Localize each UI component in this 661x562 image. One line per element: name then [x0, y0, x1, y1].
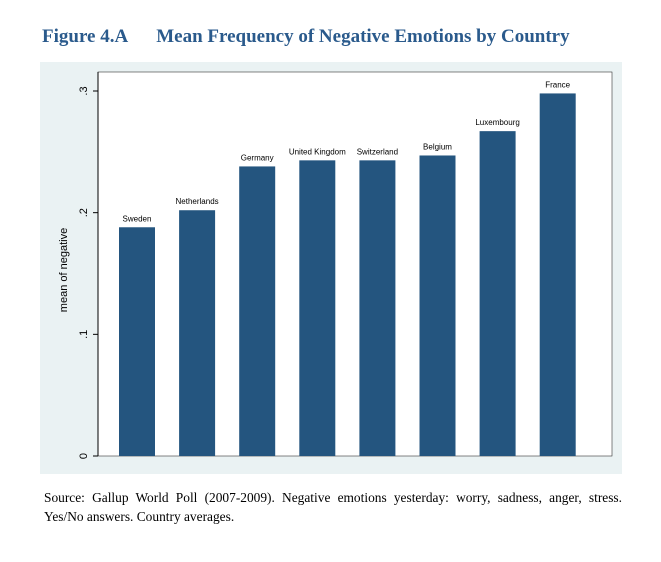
plot-area: [97, 71, 613, 457]
bar-luxembourg: [479, 131, 516, 456]
y-axis-label: mean of negative: [58, 228, 70, 312]
bar-label: Germany: [241, 153, 274, 162]
bar-belgium: [419, 155, 456, 456]
y-tick-label: .3: [78, 86, 90, 95]
bar-label: United Kingdom: [289, 147, 346, 156]
bar-label: Netherlands: [176, 197, 219, 206]
bar-labels: Sweden Netherlands Germany United Kingdom Sw…: [123, 80, 571, 223]
y-tick-label: .2: [78, 208, 90, 217]
bar-switzerland: [359, 160, 396, 456]
source-note: Source: Gallup World Poll (2007-2009). N…: [44, 490, 622, 524]
figure-title: Figure 4.A Mean Frequency of Negative Emo…: [42, 26, 570, 48]
y-ticks: 0 .1 .2 .3: [78, 86, 98, 459]
bar-label: Sweden: [123, 214, 152, 223]
bar-france: [539, 93, 576, 456]
bar-label: Switzerland: [357, 147, 398, 156]
figure-number: Figure 4.A: [42, 26, 129, 47]
bar-germany: [239, 166, 276, 456]
bar-label: France: [545, 80, 570, 89]
bar-united-kingdom: [299, 160, 336, 456]
figure-title-text: Mean Frequency of Negative Emotions by C…: [156, 26, 570, 47]
bar-sweden: [119, 227, 155, 456]
y-tick-label: .1: [78, 330, 90, 339]
bar-label: Belgium: [423, 142, 452, 151]
bars: [119, 93, 576, 456]
bar-netherlands: [179, 210, 216, 456]
y-tick-label: 0: [78, 453, 90, 459]
bar-label: Luxembourg: [475, 118, 519, 127]
